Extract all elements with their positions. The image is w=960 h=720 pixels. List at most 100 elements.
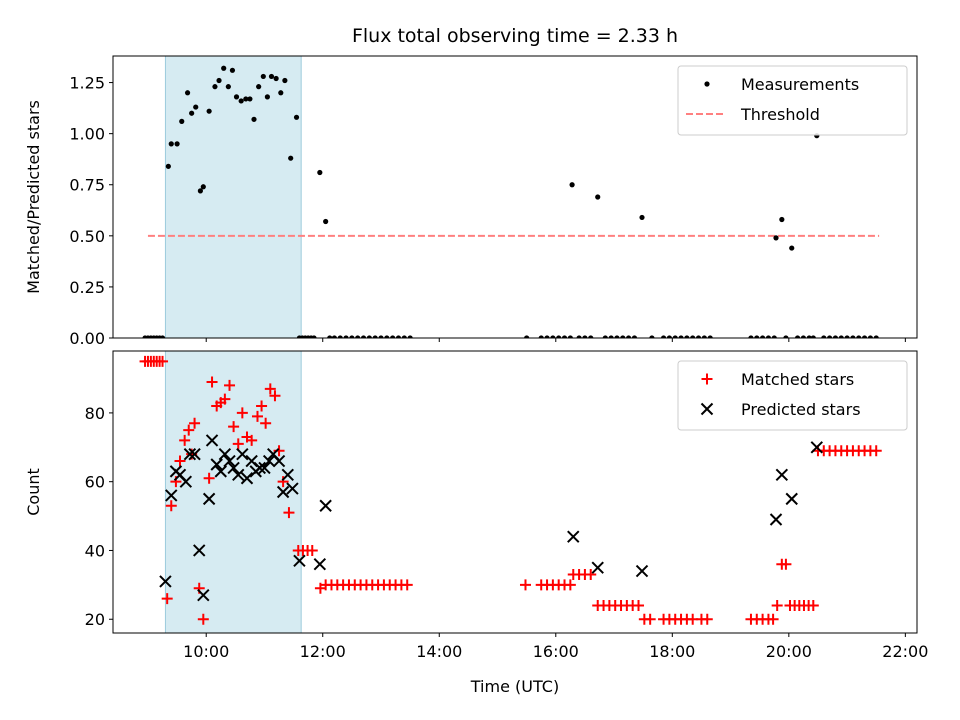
data-point (262, 454, 276, 468)
x-tick-label: 20:00 (766, 642, 812, 661)
data-point (165, 163, 171, 169)
data-point (179, 118, 185, 124)
data-point (564, 579, 576, 591)
legend-marker (704, 81, 710, 87)
data-point (591, 561, 604, 574)
data-point (789, 245, 795, 251)
data-point (631, 335, 638, 338)
data-point (582, 335, 588, 338)
y-axis-label: Count (24, 468, 43, 516)
data-point (264, 383, 276, 395)
data-point (306, 544, 318, 556)
data-point (205, 434, 219, 447)
data-point (189, 110, 195, 116)
data-point (281, 468, 294, 482)
data-point (168, 141, 174, 147)
data-point (229, 67, 236, 73)
data-point (184, 90, 191, 96)
data-point (331, 335, 337, 338)
data-point (550, 335, 556, 338)
data-point (401, 335, 407, 338)
data-point (867, 335, 873, 338)
data-point (614, 335, 620, 338)
data-point (707, 335, 713, 338)
data-point (197, 588, 210, 602)
data-point (760, 335, 766, 338)
legend: Measurements Threshold (677, 65, 908, 136)
data-point (856, 335, 862, 338)
data-point (771, 599, 783, 611)
data-point (384, 335, 390, 338)
data-point (372, 335, 378, 338)
y-tick-label: 60 (85, 473, 105, 492)
data-point (870, 445, 882, 457)
data-point (407, 335, 413, 338)
data-point (236, 407, 248, 419)
data-point (576, 335, 582, 338)
data-point (810, 335, 816, 338)
data-point (569, 182, 575, 188)
data-point (212, 84, 218, 90)
data-point (850, 335, 856, 338)
chart-title: Flux total observing time = 2.33 h (352, 25, 678, 47)
data-point (165, 500, 177, 512)
data-point (223, 454, 236, 468)
data-point (323, 218, 329, 225)
data-point (225, 84, 231, 90)
data-point (206, 376, 218, 388)
data-point (288, 155, 294, 161)
y-tick-label: 0.75 (69, 176, 105, 195)
data-point (838, 335, 844, 338)
data-point (278, 90, 284, 96)
data-point (243, 96, 249, 102)
x-tick-label: 12:00 (300, 642, 346, 661)
data-point (286, 482, 299, 495)
data-point (251, 116, 257, 122)
observing-span-shade (164, 55, 302, 339)
data-point (218, 447, 232, 461)
data-point (608, 335, 614, 338)
legend: Matched stars Predicted stars (677, 360, 908, 431)
legend-marker (701, 373, 713, 385)
data-point (272, 454, 286, 468)
data-point (216, 77, 222, 84)
data-point (754, 335, 760, 338)
data-point (519, 579, 531, 591)
x-tick-label: 22:00 (882, 642, 928, 661)
data-point (277, 476, 289, 488)
data-point (701, 613, 713, 625)
data-point (214, 465, 227, 478)
legend-frame (677, 65, 908, 136)
data-point (260, 417, 272, 429)
data-point (157, 355, 169, 367)
data-point (165, 489, 178, 502)
axes-frame (112, 55, 918, 339)
legend-marker (700, 402, 714, 416)
y-axis-label: Matched/Predicted stars (24, 100, 43, 294)
x-axis-label: Time (UTC) (470, 677, 559, 696)
data-point (233, 94, 240, 100)
y-tick-label: 1.25 (69, 74, 105, 93)
data-point (779, 216, 785, 223)
data-point (827, 335, 833, 338)
data-point (783, 335, 789, 338)
legend-label: Predicted stars (741, 400, 861, 419)
data-point (183, 424, 195, 436)
data-point (366, 335, 372, 338)
data-point (179, 475, 193, 488)
data-point (810, 441, 823, 454)
data-point (188, 447, 201, 461)
x-tick-label: 10:00 (183, 642, 229, 661)
data-point (821, 335, 827, 338)
data-point (159, 335, 166, 338)
data-point (221, 65, 227, 71)
data-point (773, 235, 779, 241)
data-point (202, 492, 216, 506)
data-point (174, 455, 186, 467)
data-point (355, 335, 361, 338)
data-point (183, 447, 197, 461)
data-point (260, 73, 266, 80)
data-point (666, 335, 672, 338)
axes-frame (112, 350, 918, 634)
